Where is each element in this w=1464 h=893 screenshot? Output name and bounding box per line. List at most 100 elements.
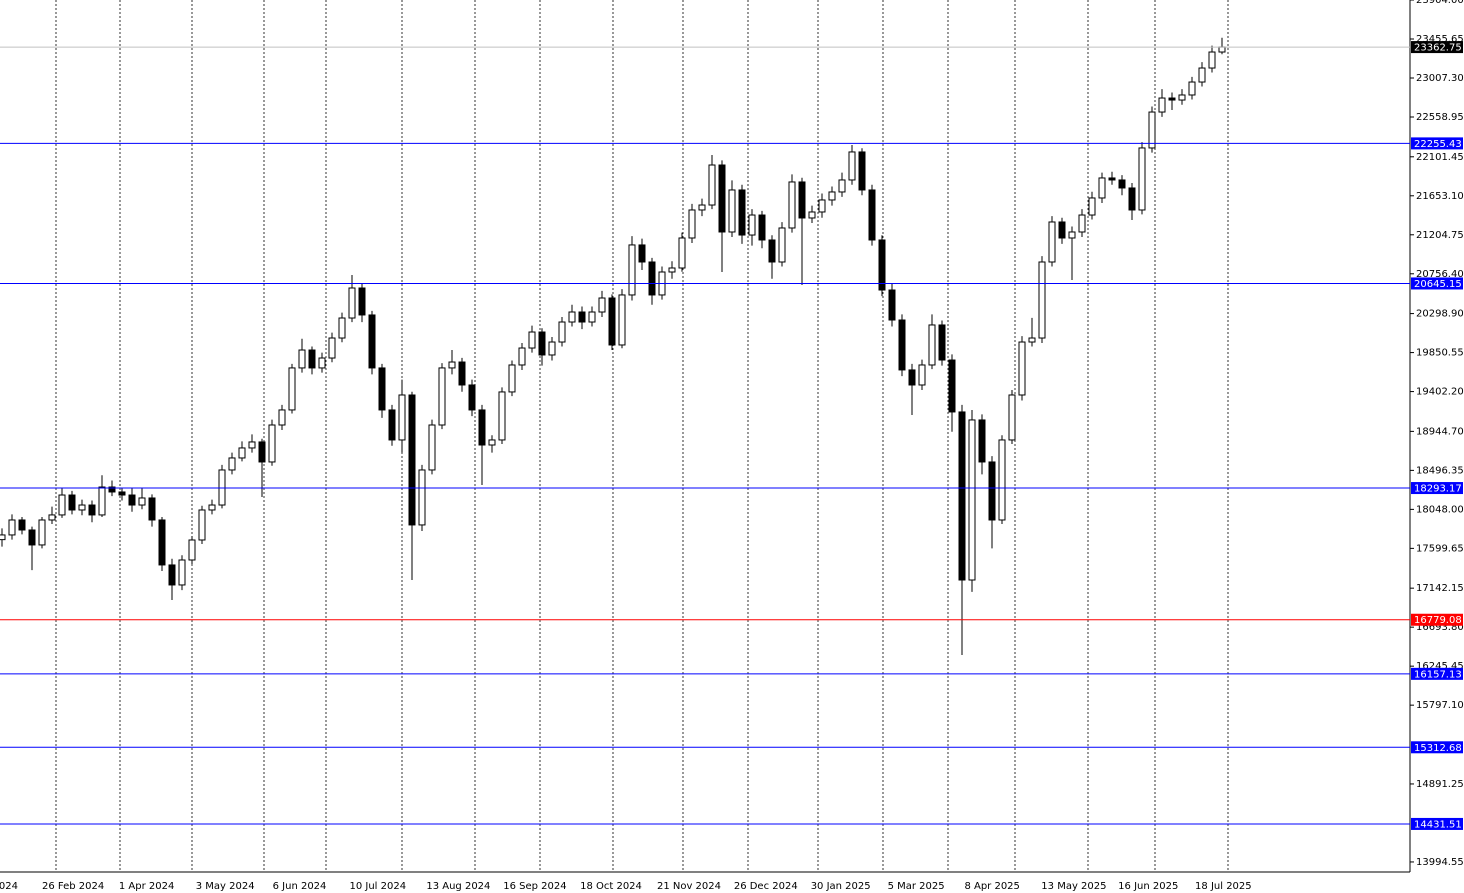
candle-body — [18, 519, 26, 531]
candle-body — [1138, 147, 1146, 211]
candle-body — [58, 494, 66, 516]
candle-body — [38, 519, 46, 546]
candle-body — [898, 319, 906, 371]
candle-body — [628, 244, 636, 296]
candle-body — [8, 519, 16, 536]
candle-body — [548, 341, 556, 356]
level-label-box — [1411, 277, 1463, 290]
candle-body — [568, 311, 576, 323]
level-label: 14431.51 — [1414, 819, 1462, 830]
candle-body — [278, 409, 286, 426]
candle-body — [128, 494, 136, 506]
level-label-box — [1411, 482, 1463, 495]
candle-body — [398, 394, 406, 441]
candle-body — [1208, 51, 1216, 69]
y-tick-label: 18048.00 — [1416, 504, 1464, 515]
level-label: 20645.15 — [1414, 279, 1462, 290]
candle-body — [758, 214, 766, 241]
y-tick-label: 22558.95 — [1416, 112, 1464, 123]
candle-body — [1128, 187, 1136, 211]
candle-body — [608, 297, 616, 346]
candle-body — [718, 164, 726, 233]
candle-body — [768, 239, 776, 263]
candle-body — [928, 324, 936, 366]
candle-body — [588, 311, 596, 323]
candle-body — [118, 491, 126, 496]
candle-body — [538, 331, 546, 356]
candle-body — [838, 179, 846, 193]
candle-body — [208, 504, 216, 511]
candle-body — [28, 529, 36, 546]
candle-body — [258, 441, 266, 463]
candle-body — [848, 151, 856, 181]
candle-body — [268, 424, 276, 463]
y-tick-label: 20298.90 — [1416, 309, 1464, 320]
candle-body — [1048, 221, 1056, 263]
x-tick-label: 1 Apr 2024 — [119, 881, 174, 892]
candle-body — [298, 349, 306, 369]
candle-body — [378, 367, 386, 411]
y-tick-label: 23455.65 — [1416, 34, 1464, 45]
candle-body — [868, 189, 876, 241]
candle-body — [1058, 221, 1066, 239]
y-tick-label: 23007.30 — [1416, 73, 1464, 84]
candle-body — [968, 419, 976, 581]
y-tick-label: 21204.75 — [1416, 230, 1464, 241]
y-tick-label: 16693.80 — [1416, 622, 1464, 633]
candle-body — [1148, 111, 1156, 149]
y-tick-label: 21653.10 — [1416, 191, 1464, 202]
candle-body — [338, 317, 346, 339]
y-tick-label: 17142.15 — [1416, 583, 1464, 594]
candle-body — [438, 367, 446, 426]
candle-body — [598, 297, 606, 313]
x-tick-label: 13 Aug 2024 — [426, 881, 490, 892]
candle-body — [638, 244, 646, 263]
candle-body — [478, 409, 486, 446]
level-label: 16157.13 — [1414, 669, 1462, 680]
candle-body — [238, 447, 246, 459]
candle-body — [728, 189, 736, 233]
level-label: 16779.08 — [1414, 615, 1462, 626]
candle-body — [68, 494, 76, 511]
candle-body — [218, 469, 226, 506]
candle-body — [358, 287, 366, 316]
candle-body — [98, 486, 106, 516]
candle-body — [648, 261, 656, 296]
candle-body — [78, 504, 86, 511]
candle-body — [1008, 394, 1016, 441]
candle-body — [488, 439, 496, 446]
x-tick-label: 13 May 2025 — [1041, 881, 1106, 892]
candle-body — [888, 289, 896, 321]
candle-body — [308, 349, 316, 369]
candle-body — [448, 361, 456, 369]
level-label: 22255.43 — [1414, 139, 1462, 150]
x-tick-label: 16 Sep 2024 — [503, 881, 566, 892]
candle-body — [458, 361, 466, 386]
candle-body — [738, 189, 746, 236]
candle-body — [1158, 97, 1166, 113]
candle-body — [998, 439, 1006, 521]
y-tick-label: 18944.70 — [1416, 426, 1464, 437]
candle-body — [788, 181, 796, 229]
candle-body — [1198, 67, 1206, 83]
x-tick-label: 10 Jul 2024 — [349, 881, 406, 892]
candle-body — [518, 347, 526, 366]
candle-body — [248, 441, 256, 449]
candle-body — [908, 369, 916, 386]
candle-body — [508, 364, 516, 393]
x-tick-label: 21 Nov 2024 — [657, 881, 721, 892]
candle-body — [678, 237, 686, 269]
level-label-box — [1411, 667, 1463, 680]
candle-body — [158, 519, 166, 566]
level-label: 18293.17 — [1414, 484, 1462, 495]
candle-body — [948, 359, 956, 413]
candle-body — [1188, 81, 1196, 96]
candle-body — [988, 461, 996, 521]
candle-body — [368, 314, 376, 369]
x-tick-label: 26 Feb 2024 — [42, 881, 104, 892]
level-label-box — [1411, 817, 1463, 830]
candle-body — [918, 364, 926, 386]
candle-body — [88, 504, 96, 516]
